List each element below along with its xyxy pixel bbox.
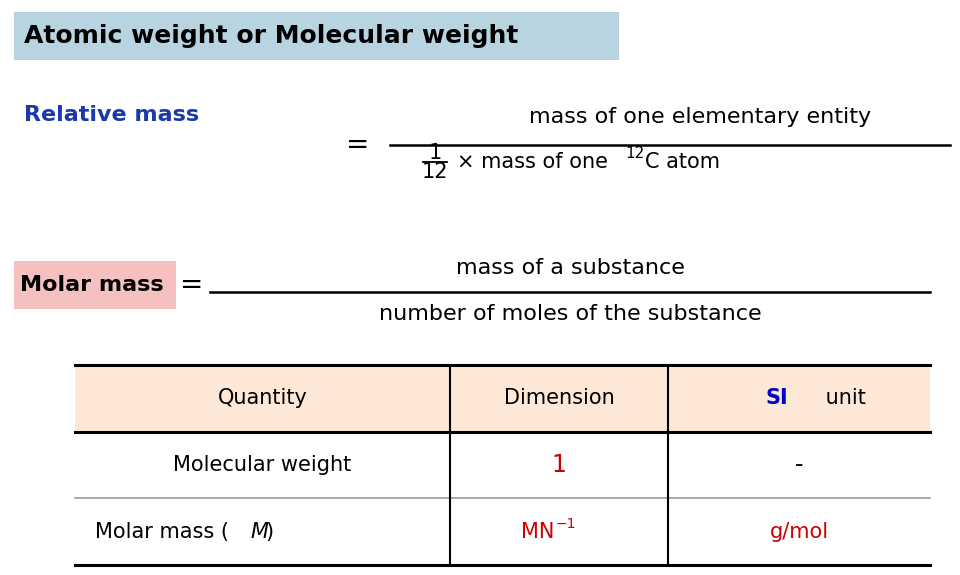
Text: Quantity: Quantity	[218, 388, 307, 408]
FancyBboxPatch shape	[75, 365, 930, 432]
Text: 1: 1	[428, 143, 442, 163]
Text: Relative mass: Relative mass	[24, 105, 199, 125]
Text: number of moles of the substance: number of moles of the substance	[378, 304, 761, 324]
Text: MN: MN	[520, 522, 554, 542]
Text: =: =	[347, 131, 370, 159]
Text: 12: 12	[421, 162, 448, 182]
Text: C atom: C atom	[645, 152, 720, 172]
Text: Dimension: Dimension	[504, 388, 614, 408]
Text: Molar mass (: Molar mass (	[95, 522, 229, 542]
FancyBboxPatch shape	[14, 12, 619, 60]
Text: -: -	[795, 453, 804, 477]
FancyBboxPatch shape	[14, 261, 176, 309]
Text: g/mol: g/mol	[769, 522, 828, 542]
Text: =: =	[180, 271, 204, 299]
Text: 12: 12	[625, 145, 644, 160]
Text: × mass of one: × mass of one	[457, 152, 614, 172]
Text: M: M	[250, 522, 268, 542]
Text: 1: 1	[552, 453, 566, 477]
Text: unit: unit	[819, 388, 866, 408]
Text: Molar mass: Molar mass	[20, 275, 163, 295]
Text: mass of a substance: mass of a substance	[456, 258, 684, 278]
Text: ): )	[265, 522, 274, 542]
Text: SI: SI	[766, 388, 788, 408]
Text: mass of one elementary entity: mass of one elementary entity	[529, 107, 871, 127]
Text: −1: −1	[556, 517, 577, 531]
Text: Atomic weight or Molecular weight: Atomic weight or Molecular weight	[24, 24, 518, 48]
Text: Molecular weight: Molecular weight	[174, 455, 351, 475]
